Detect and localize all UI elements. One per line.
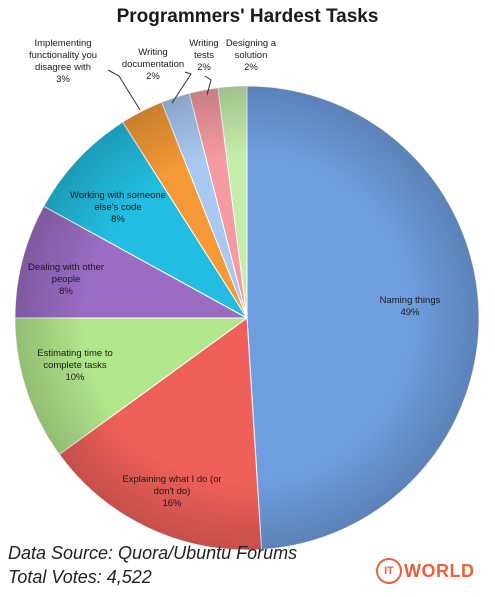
data-source-text: Data Source: Quora/Ubuntu Forums (8, 543, 298, 563)
slice-label-4: Working with someone else's code 8% (70, 190, 166, 225)
chart-title: Programmers' Hardest Tasks (116, 6, 379, 27)
logo-word: WORLD (404, 560, 475, 581)
leader-lines (107, 69, 212, 111)
slice-label-2: Estimating time to complete tasks 10% (37, 348, 113, 383)
slice-labels: Naming things 49% Explaining what I do (or… (28, 38, 441, 509)
slice-label-1: Explaining what I do (or don't do) 16% (122, 474, 221, 509)
slice-label-6: Writing documentation 2% (122, 47, 184, 82)
slice-label-8: Designing a solution 2% (226, 38, 277, 73)
itworld-logo: IT WORLD (376, 557, 474, 585)
leader-line-7 (204, 75, 212, 96)
slice-label-0: Naming things 49% (380, 295, 441, 318)
leader-line-5 (107, 69, 141, 111)
logo-ring: IT (376, 558, 402, 584)
slice-label-7: Writing tests 2% (189, 38, 218, 73)
leader-line-6 (171, 71, 192, 104)
total-votes-text: Total Votes: 4,522 (8, 567, 152, 587)
pie-slice-0 (246, 85, 480, 551)
slice-label-5: Implementing functionality you disagree wi… (29, 38, 97, 85)
slice-label-3: Dealing with other people 8% (28, 262, 104, 297)
